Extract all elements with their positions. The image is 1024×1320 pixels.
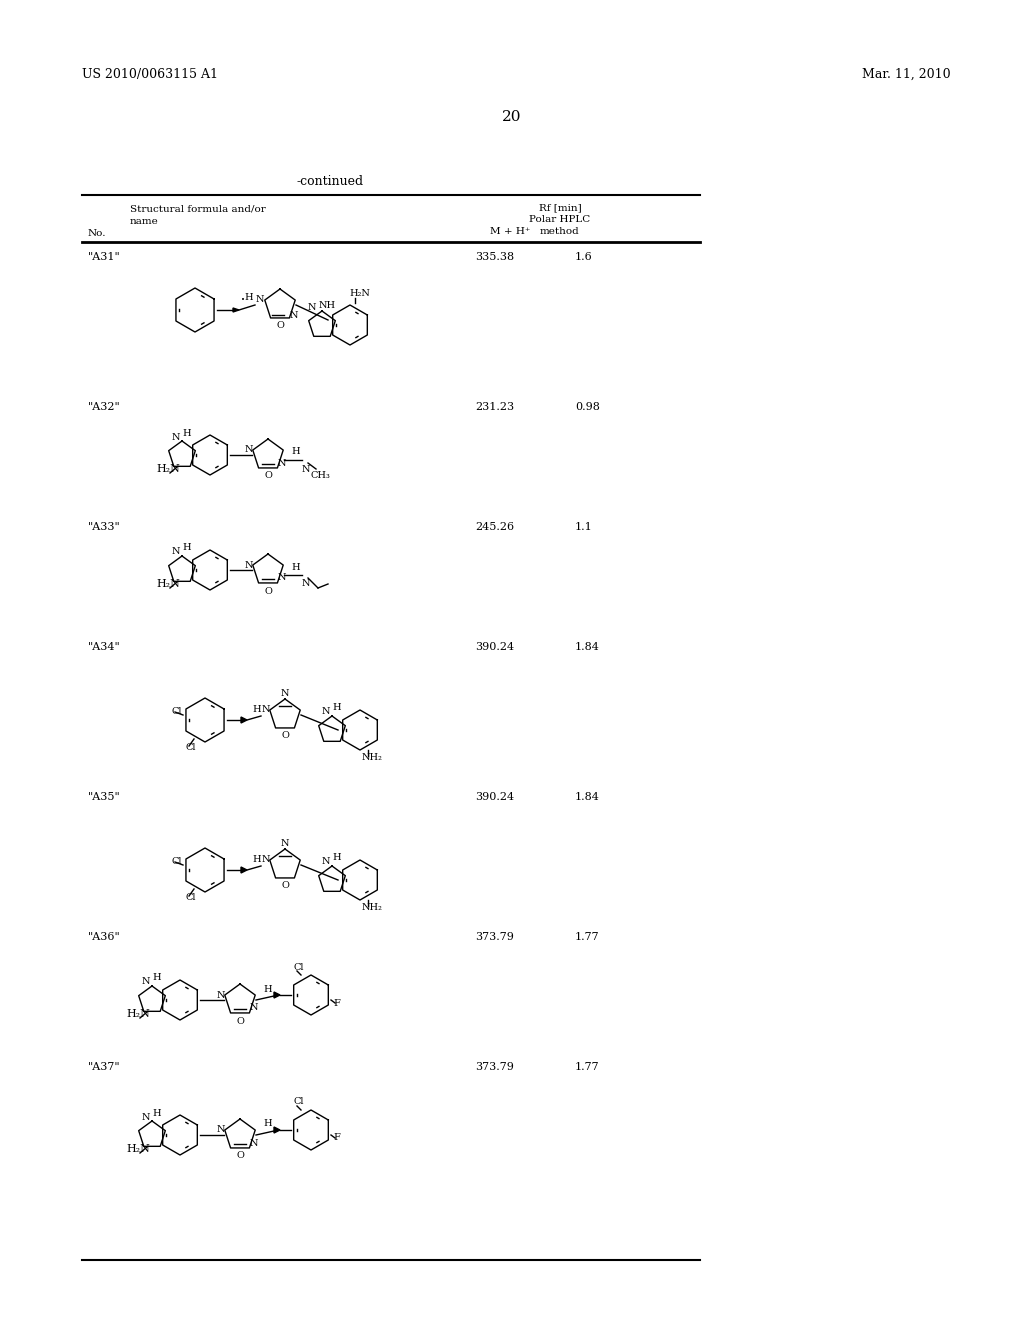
Text: N: N <box>172 433 180 441</box>
Text: 390.24: 390.24 <box>475 792 514 803</box>
Polygon shape <box>241 867 247 873</box>
Text: H₂N: H₂N <box>156 579 180 589</box>
Text: H₂N: H₂N <box>349 289 371 297</box>
Text: H: H <box>292 447 300 457</box>
Text: O: O <box>237 1151 244 1160</box>
Text: N: N <box>281 840 289 849</box>
Text: N: N <box>217 1126 225 1134</box>
Text: 0.98: 0.98 <box>575 403 600 412</box>
Text: F: F <box>334 998 340 1007</box>
Text: 1.77: 1.77 <box>575 1063 600 1072</box>
Text: O: O <box>281 882 289 891</box>
Text: "A35": "A35" <box>88 792 121 803</box>
Text: 1.6: 1.6 <box>575 252 593 261</box>
Text: N: N <box>262 705 270 714</box>
Text: H: H <box>333 704 341 713</box>
Text: Cl: Cl <box>294 1097 304 1106</box>
Text: N: N <box>290 310 298 319</box>
Text: N: N <box>250 1138 258 1147</box>
Text: 20: 20 <box>502 110 522 124</box>
Text: H: H <box>333 854 341 862</box>
Text: H: H <box>264 985 272 994</box>
Text: "A34": "A34" <box>88 642 121 652</box>
Text: N: N <box>141 1113 151 1122</box>
Text: H: H <box>292 562 300 572</box>
Text: N: N <box>245 446 253 454</box>
Text: "A36": "A36" <box>88 932 121 942</box>
Text: 1.77: 1.77 <box>575 932 600 942</box>
Text: No.: No. <box>88 228 106 238</box>
Text: "A33": "A33" <box>88 521 121 532</box>
Text: name: name <box>130 216 159 226</box>
Text: Cl: Cl <box>185 894 197 903</box>
Polygon shape <box>274 1127 280 1133</box>
Text: Rf [min]: Rf [min] <box>539 203 582 213</box>
Polygon shape <box>241 717 247 723</box>
Text: Polar HPLC: Polar HPLC <box>529 215 591 224</box>
Text: M + H⁺: M + H⁺ <box>490 227 530 236</box>
Text: N: N <box>262 855 270 865</box>
Text: N: N <box>281 689 289 698</box>
Text: NH: NH <box>318 301 336 309</box>
Text: O: O <box>237 1016 244 1026</box>
Text: H: H <box>264 1119 272 1129</box>
Text: 373.79: 373.79 <box>475 1063 514 1072</box>
Text: NH₂: NH₂ <box>361 754 382 763</box>
Text: Cl: Cl <box>185 743 197 752</box>
Text: 1.84: 1.84 <box>575 792 600 803</box>
Text: NH₂: NH₂ <box>361 903 382 912</box>
Text: N: N <box>278 458 287 467</box>
Text: US 2010/0063115 A1: US 2010/0063115 A1 <box>82 69 218 81</box>
Text: N: N <box>141 978 151 986</box>
Text: H₂N: H₂N <box>126 1144 150 1154</box>
Text: 1.84: 1.84 <box>575 642 600 652</box>
Text: 245.26: 245.26 <box>475 521 514 532</box>
Text: 231.23: 231.23 <box>475 403 514 412</box>
Text: N: N <box>278 573 287 582</box>
Text: •: • <box>241 297 245 304</box>
Text: N: N <box>322 708 331 717</box>
Text: -continued: -continued <box>296 176 364 187</box>
Text: "A31": "A31" <box>88 252 121 261</box>
Text: N: N <box>256 294 264 304</box>
Text: N: N <box>302 579 310 589</box>
Text: Cl: Cl <box>294 962 304 972</box>
Text: H₂N: H₂N <box>156 465 180 474</box>
Text: 390.24: 390.24 <box>475 642 514 652</box>
Text: 335.38: 335.38 <box>475 252 514 261</box>
Text: "A32": "A32" <box>88 403 121 412</box>
Text: CH₃: CH₃ <box>310 470 330 479</box>
Text: O: O <box>264 471 272 480</box>
Text: H₂N: H₂N <box>126 1008 150 1019</box>
Text: N: N <box>217 990 225 999</box>
Text: 373.79: 373.79 <box>475 932 514 942</box>
Polygon shape <box>274 993 280 998</box>
Text: O: O <box>264 586 272 595</box>
Text: H: H <box>253 705 261 714</box>
Text: H: H <box>153 974 162 982</box>
Text: H: H <box>253 854 261 863</box>
Text: O: O <box>276 322 284 330</box>
Text: Cl: Cl <box>172 708 182 717</box>
Polygon shape <box>233 308 239 312</box>
Text: N: N <box>302 465 310 474</box>
Text: N: N <box>322 858 331 866</box>
Text: N: N <box>245 561 253 569</box>
Text: method: method <box>540 227 580 236</box>
Text: Structural formula and/or: Structural formula and/or <box>130 205 266 214</box>
Text: H: H <box>153 1109 162 1118</box>
Text: H: H <box>182 544 191 553</box>
Text: 1.1: 1.1 <box>575 521 593 532</box>
Text: O: O <box>281 731 289 741</box>
Text: N: N <box>250 1003 258 1012</box>
Text: Mar. 11, 2010: Mar. 11, 2010 <box>862 69 950 81</box>
Text: N: N <box>308 302 316 312</box>
Text: Cl: Cl <box>172 858 182 866</box>
Text: H: H <box>182 429 191 437</box>
Text: N: N <box>172 548 180 557</box>
Text: F: F <box>334 1134 340 1143</box>
Text: "A37": "A37" <box>88 1063 121 1072</box>
Text: H: H <box>245 293 253 302</box>
